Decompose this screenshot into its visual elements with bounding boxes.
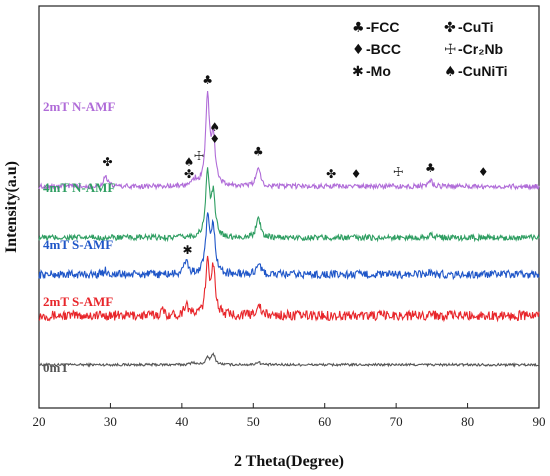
series-labels: 0mT 2mT S-AMF 4mT S-AMF 4mT N-AMF 2mT N-AMF — [43, 99, 115, 375]
legend-label: -CuTi — [458, 19, 494, 35]
peak-marker: ♦ — [351, 167, 362, 181]
peak-marker: ♣ — [253, 145, 264, 159]
x-tick-label: 40 — [175, 414, 188, 429]
peak-marker: ♦ — [209, 132, 220, 146]
series-line — [38, 352, 540, 368]
plot-frame — [38, 5, 540, 409]
series-label: 4mT S-AMF — [43, 237, 113, 252]
legend-symbol: ✱ — [352, 64, 364, 80]
x-tick-label: 70 — [390, 414, 403, 429]
series-line — [38, 255, 540, 323]
x-axis-label: 2 Theta(Degree) — [234, 453, 344, 470]
peak-marker: ☩ — [194, 149, 205, 163]
x-tick-label: 90 — [533, 414, 546, 429]
series-lines — [38, 91, 540, 368]
peak-marker: ✤ — [326, 167, 336, 181]
peak-marker: ✤ — [184, 167, 194, 181]
series-label: 2mT N-AMF — [43, 99, 115, 114]
x-tick-label: 80 — [461, 414, 474, 429]
series-line — [38, 91, 540, 191]
series-label: 4mT N-AMF — [43, 180, 115, 195]
x-tick-label: 30 — [104, 414, 117, 429]
legend-label: -BCC — [366, 41, 401, 57]
peak-marker: ♠ — [209, 120, 220, 134]
series-line — [38, 212, 540, 281]
legend-symbol: ♠ — [444, 64, 457, 80]
legend-label: -Cr₂Nb — [458, 41, 503, 57]
peak-annotations: ♣♠♦✤ ♠✤☩ ♣✤ ♦ ☩ ♣ ♦✱ — [103, 73, 489, 257]
series-label: 2mT S-AMF — [43, 294, 113, 309]
legend-symbol: ✤ — [444, 20, 456, 36]
peak-marker: ✤ — [103, 155, 113, 169]
peak-marker: ✱ — [183, 243, 193, 257]
peak-marker: ♣ — [202, 73, 213, 87]
peak-marker: ♦ — [478, 165, 489, 179]
legend-label: -FCC — [366, 19, 399, 35]
legend-symbol: ♣ — [352, 20, 365, 36]
x-tick-label: 60 — [318, 414, 331, 429]
legend-label: -CuNiTi — [458, 63, 508, 79]
series-line — [38, 167, 540, 243]
peak-marker: ♣ — [425, 161, 436, 175]
legend: ♣ -FCC ✤ -CuTi ♦ -BCC ☩ -Cr₂Nb ✱ -Mo ♠ -CuNiTi — [352, 19, 508, 80]
peak-marker: ☩ — [393, 165, 404, 179]
series-label: 0mT — [43, 360, 69, 375]
legend-symbol: ♦ — [352, 42, 365, 58]
peak-marker: ♠ — [184, 155, 195, 169]
x-tick-label: 20 — [33, 414, 46, 429]
legend-symbol: ☩ — [444, 42, 457, 58]
x-axis-ticks: 20 30 40 50 60 70 80 90 — [33, 403, 546, 429]
y-axis-label: Intensity(a.u) — [3, 161, 20, 253]
x-tick-label: 50 — [247, 414, 260, 429]
legend-label: -Mo — [366, 63, 391, 79]
